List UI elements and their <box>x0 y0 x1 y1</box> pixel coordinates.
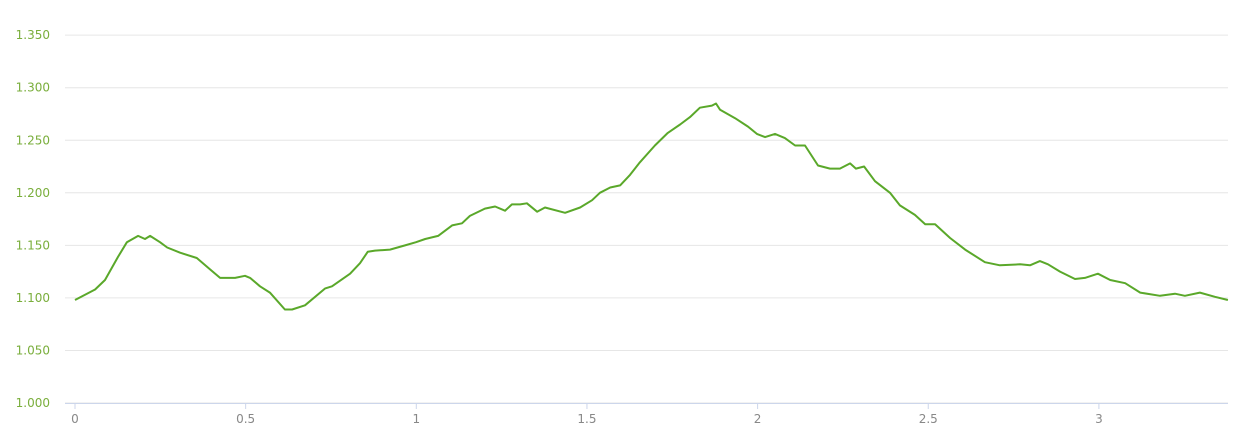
x-tick-label: 2.5 <box>919 412 938 426</box>
y-tick-label: 1.350 <box>16 28 50 42</box>
y-tick-label: 1.200 <box>16 186 50 200</box>
y-tick-label: 1.050 <box>16 343 50 357</box>
y-tick-label: 1.250 <box>16 133 50 147</box>
x-axis: 0 0.5 1 1.5 2 2.5 3 <box>65 403 1228 426</box>
y-tick-label: 1.100 <box>16 291 50 305</box>
y-tick-label: 1.000 <box>16 396 50 410</box>
x-tick-label: 2 <box>754 412 762 426</box>
series-line <box>74 102 1229 311</box>
x-tick-label: 1 <box>412 412 420 426</box>
x-tick-label: 3 <box>1095 412 1103 426</box>
y-axis: 1.350 1.300 1.250 1.200 1.150 1.100 1.050 1.000 <box>16 28 50 410</box>
x-tick-label: 1.5 <box>577 412 596 426</box>
y-tick-label: 1.300 <box>16 81 50 95</box>
grid-lines <box>65 34 1228 404</box>
x-tick-label: 0 <box>71 412 79 426</box>
y-tick-label: 1.150 <box>16 238 50 252</box>
x-tick-label: 0.5 <box>236 412 255 426</box>
